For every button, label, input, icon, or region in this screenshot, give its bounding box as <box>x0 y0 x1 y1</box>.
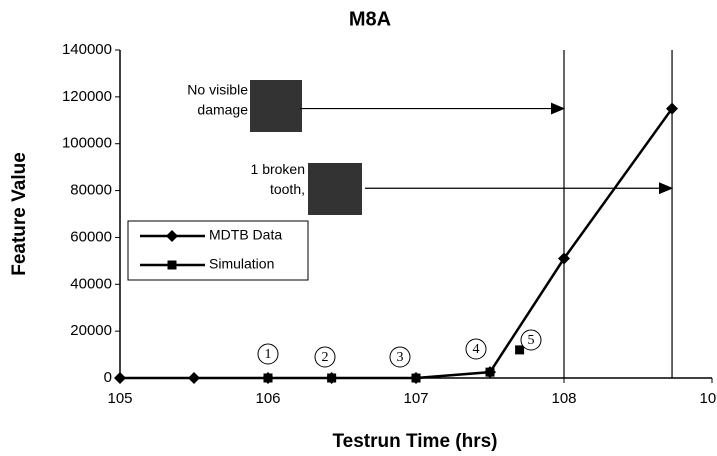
x-tick-label: 107 <box>403 390 428 407</box>
data-point <box>188 372 200 384</box>
data-point <box>485 367 495 377</box>
y-tick-label: 0 <box>104 369 112 386</box>
damage-photo <box>308 163 362 215</box>
annotation-text: No visible <box>187 81 248 97</box>
legend-box <box>127 220 309 281</box>
y-axis-label: Feature Value <box>9 152 30 276</box>
stage-circle <box>257 343 279 365</box>
stage-label: 3 <box>397 350 404 365</box>
data-point <box>327 373 337 383</box>
series-line <box>120 107 674 380</box>
annotation-text: tooth, <box>270 181 305 197</box>
chart-title: M8A <box>349 8 391 30</box>
stage-circle <box>389 346 411 368</box>
y-tick-label: 40000 <box>70 275 112 292</box>
y-tick-label: 60000 <box>70 228 112 245</box>
x-tick-label: 106 <box>255 390 280 407</box>
x-tick-label: 108 <box>551 390 576 407</box>
annotation-text: 1 broken <box>251 161 305 177</box>
legend-label: Simulation <box>209 256 274 272</box>
data-point <box>666 102 679 115</box>
stage-label: 1 <box>265 347 272 362</box>
data-point <box>515 345 525 355</box>
y-tick-label: 80000 <box>70 182 112 199</box>
data-point <box>263 373 273 383</box>
legend-marker <box>166 230 178 242</box>
legend-marker <box>167 260 177 270</box>
y-tick-label: 140000 <box>62 41 112 58</box>
stage-label: 4 <box>473 342 480 357</box>
data-point <box>411 373 421 383</box>
stage-circle <box>520 329 542 351</box>
annotation-text: damage <box>197 101 248 117</box>
y-tick-label: 100000 <box>62 135 112 152</box>
damage-photo <box>250 80 302 132</box>
y-tick-label: 120000 <box>62 88 112 105</box>
stage-circle <box>465 338 487 360</box>
y-tick-label: 20000 <box>70 322 112 339</box>
stage-label: 2 <box>322 350 329 365</box>
x-tick-label: 105 <box>107 390 132 407</box>
x-axis-label: Testrun Time (hrs) <box>332 431 497 452</box>
data-point <box>114 372 126 384</box>
x-tick-label: 109 <box>699 390 717 407</box>
legend-label: MDTB Data <box>209 227 282 243</box>
data-point <box>558 252 570 265</box>
stage-label: 5 <box>528 333 535 348</box>
stage-circle <box>314 346 336 368</box>
